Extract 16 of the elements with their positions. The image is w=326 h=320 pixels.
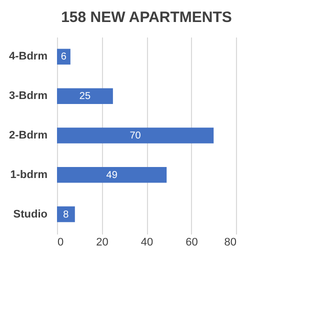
data-label: 6 (60, 52, 67, 63)
data-label: 70 (130, 130, 142, 142)
y-tick-label: Studio (13, 208, 48, 220)
data-label: 49 (106, 170, 118, 181)
x-tick-label: 60 (186, 236, 198, 248)
y-tick-label: 4-Bdrm (8, 50, 48, 63)
chart-title: 158 NEW APARTMENTS (61, 9, 232, 26)
x-tick-label: 80 (224, 236, 236, 248)
data-label: 25 (79, 91, 91, 102)
x-tick-label: 20 (96, 236, 108, 248)
x-tick-label: 0 (58, 236, 64, 248)
y-tick-label: 1-bdrm (10, 168, 48, 181)
data-label: 8 (63, 209, 70, 220)
y-tick-label: 3-Bdrm (8, 90, 48, 102)
y-tick-label: 2-Bdrm (8, 130, 48, 142)
x-tick-label: 40 (140, 236, 154, 248)
